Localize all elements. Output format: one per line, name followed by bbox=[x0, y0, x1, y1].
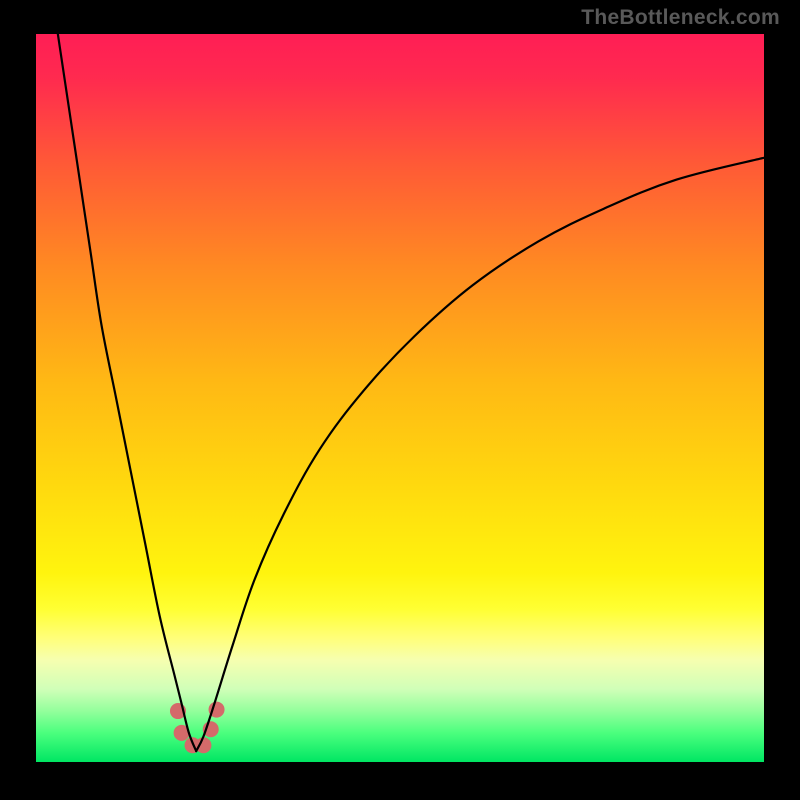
watermark-text: TheBottleneck.com bbox=[581, 6, 780, 30]
page-root: TheBottleneck.com bbox=[0, 0, 800, 800]
curve-right-arm bbox=[196, 158, 764, 751]
plot-outer-frame bbox=[0, 32, 800, 800]
plot-area bbox=[36, 34, 764, 762]
plot-svg-layer bbox=[36, 34, 764, 762]
curve-marker bbox=[195, 737, 211, 753]
curve-left-arm bbox=[58, 34, 196, 751]
marker-group bbox=[170, 702, 225, 754]
